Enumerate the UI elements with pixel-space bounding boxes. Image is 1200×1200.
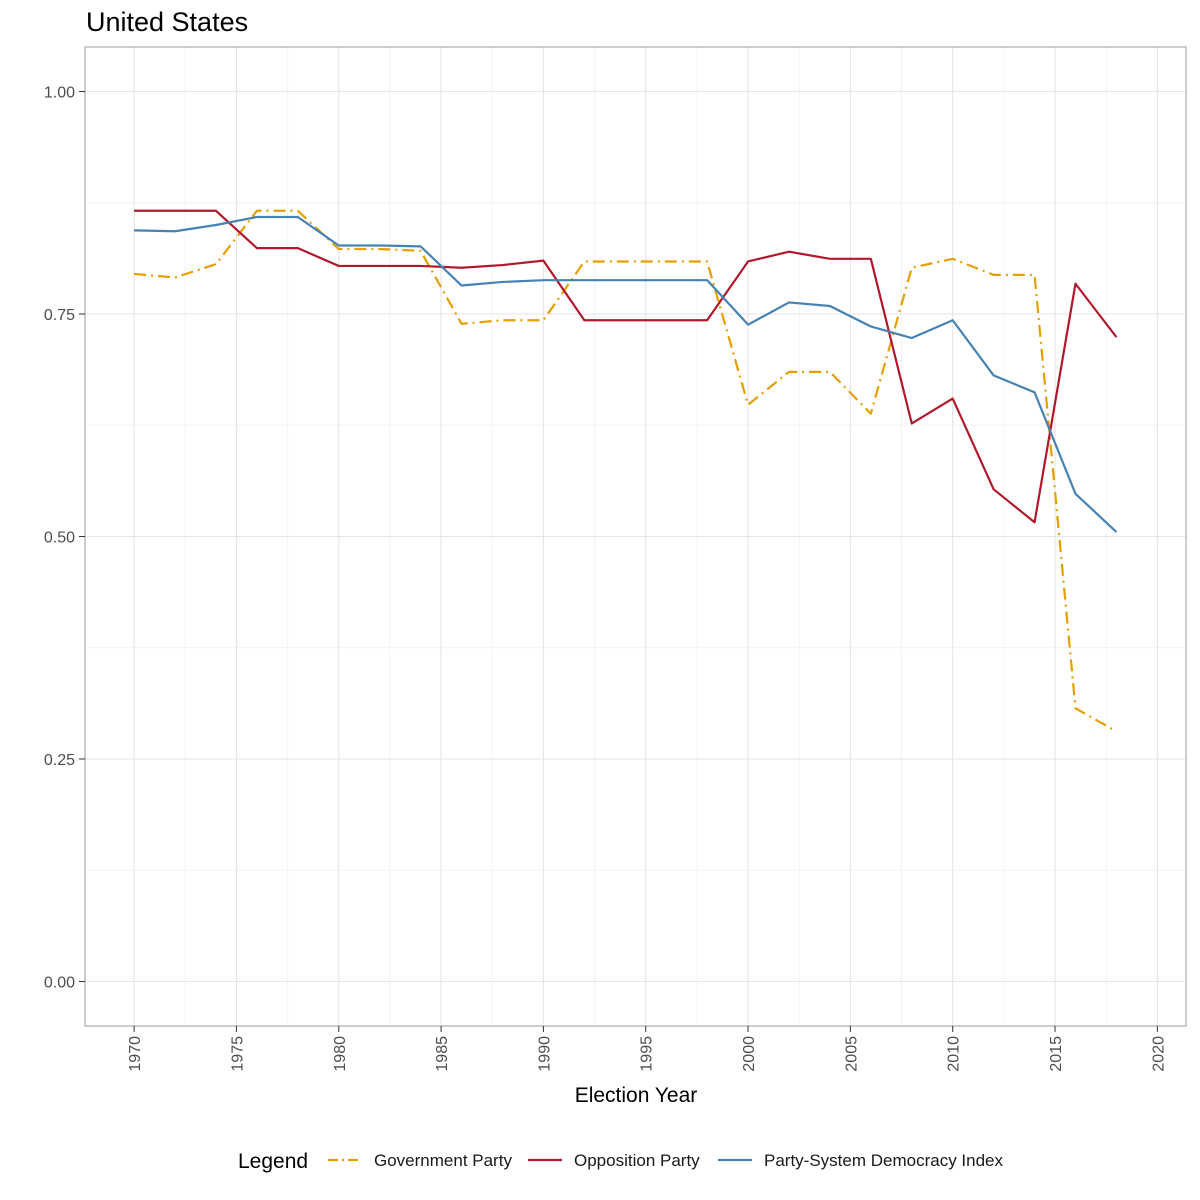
x-tick-label: 1970 bbox=[127, 1036, 144, 1072]
x-tick-label: 1985 bbox=[434, 1036, 451, 1072]
series-line-party-system-democracy-index bbox=[134, 215, 1118, 533]
legend-label: Opposition Party bbox=[574, 1151, 700, 1170]
x-tick-label: 2020 bbox=[1150, 1036, 1167, 1072]
x-tick-label: 1980 bbox=[332, 1036, 349, 1072]
legend-label: Party-System Democracy Index bbox=[764, 1151, 1004, 1170]
x-tick-label: 1995 bbox=[639, 1036, 656, 1072]
x-tick-label: 2015 bbox=[1048, 1036, 1065, 1072]
x-tick-label: 2000 bbox=[741, 1036, 758, 1072]
x-axis-title: Election Year bbox=[575, 1084, 698, 1107]
y-tick-label: 0.75 bbox=[44, 307, 75, 324]
y-tick-label: 0.25 bbox=[44, 752, 75, 769]
y-tick-label: 1.00 bbox=[44, 85, 75, 102]
series-lines bbox=[134, 209, 1118, 733]
x-tick-label: 1975 bbox=[229, 1036, 246, 1072]
y-tick-label: 0.00 bbox=[44, 975, 75, 992]
chart-title: United States bbox=[86, 7, 248, 37]
y-axis: 0.00 0.25 0.50 0.75 1.00 bbox=[44, 85, 85, 992]
y-tick-label: 0.50 bbox=[44, 530, 75, 547]
series-line-opposition-party bbox=[134, 209, 1118, 524]
legend: Legend Government Party Opposition Party P… bbox=[238, 1150, 1004, 1173]
x-tick-label: 1990 bbox=[536, 1036, 553, 1072]
legend-title: Legend bbox=[238, 1150, 308, 1173]
major-gridlines bbox=[85, 47, 1186, 1026]
x-tick-label: 2010 bbox=[946, 1036, 963, 1072]
x-axis: 1970 1975 1980 1985 1990 1995 2000 2005 2010 2015… bbox=[127, 1026, 1167, 1072]
series-line-government-party bbox=[134, 209, 1117, 733]
x-tick-label: 2005 bbox=[843, 1036, 860, 1072]
legend-label: Government Party bbox=[374, 1151, 512, 1170]
